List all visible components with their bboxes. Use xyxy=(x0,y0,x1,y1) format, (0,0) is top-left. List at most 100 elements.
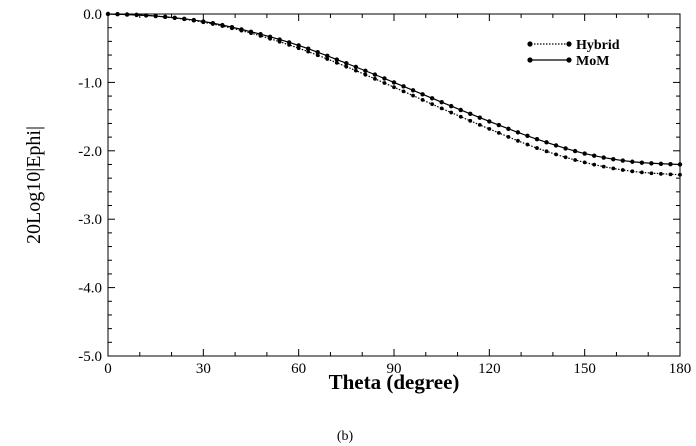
data-point xyxy=(429,96,435,101)
x-tick-label: 30 xyxy=(196,361,211,377)
data-point xyxy=(124,12,130,17)
data-point xyxy=(506,135,511,139)
data-point xyxy=(678,172,682,177)
data-point xyxy=(649,161,654,166)
axis-ticks xyxy=(107,13,681,357)
data-point xyxy=(592,153,597,158)
data-point xyxy=(659,171,663,176)
data-point xyxy=(563,155,568,160)
data-point xyxy=(306,46,311,51)
series-layer xyxy=(105,11,683,177)
x-tick-label: 180 xyxy=(669,361,692,377)
data-point xyxy=(668,161,673,167)
y-tick-label: -5.0 xyxy=(78,349,102,365)
data-point xyxy=(677,162,683,167)
data-point xyxy=(468,118,473,123)
y-tick-label: 0.0 xyxy=(83,7,102,23)
data-point xyxy=(534,136,540,142)
data-point xyxy=(563,146,568,151)
data-point xyxy=(286,40,292,45)
data-point xyxy=(573,158,578,162)
data-point xyxy=(172,15,177,20)
data-point xyxy=(525,142,530,147)
data-point xyxy=(401,84,406,89)
legend-marker xyxy=(566,57,572,63)
data-point xyxy=(582,151,587,156)
data-point xyxy=(334,60,339,65)
data-point xyxy=(182,16,187,22)
data-point xyxy=(382,76,387,81)
data-point xyxy=(382,81,387,85)
legend-marker xyxy=(566,41,572,47)
y-tick-label: -1.0 xyxy=(78,75,102,91)
data-point xyxy=(544,140,549,145)
data-point xyxy=(315,50,320,55)
data-point xyxy=(582,160,587,165)
data-point xyxy=(439,100,444,105)
data-point xyxy=(353,64,359,70)
y-tick-label: -4.0 xyxy=(78,281,102,297)
data-point xyxy=(220,22,225,28)
data-point xyxy=(668,172,673,177)
data-point xyxy=(325,53,330,59)
data-point xyxy=(449,103,454,109)
x-tick-label: 0 xyxy=(104,361,112,377)
series-hybrid xyxy=(106,12,682,177)
data-point xyxy=(611,166,616,171)
data-point xyxy=(553,143,559,148)
data-point xyxy=(325,57,330,61)
x-tick-label: 90 xyxy=(387,361,402,377)
data-point xyxy=(411,93,415,98)
data-point xyxy=(515,130,521,135)
data-point xyxy=(554,152,558,157)
legend-label: MoM xyxy=(576,54,609,69)
data-point xyxy=(392,85,396,90)
data-point xyxy=(258,32,263,37)
data-point xyxy=(535,146,539,150)
data-point xyxy=(658,161,664,167)
data-point xyxy=(601,164,606,169)
data-point xyxy=(363,72,368,77)
data-point xyxy=(630,169,635,174)
figure-caption: (b) xyxy=(337,429,354,444)
data-point xyxy=(239,27,244,32)
data-point xyxy=(210,21,216,26)
data-point xyxy=(201,19,206,24)
data-point xyxy=(506,126,511,131)
data-point xyxy=(449,110,454,115)
data-point xyxy=(344,64,349,69)
legend-marker xyxy=(527,57,533,63)
data-point xyxy=(334,57,339,62)
y-axis-title: 20Log10|Ephi| xyxy=(23,126,45,244)
data-point xyxy=(639,160,645,165)
data-point xyxy=(620,158,625,163)
data-point xyxy=(572,148,578,154)
data-point xyxy=(458,114,463,119)
data-point xyxy=(373,76,377,81)
y-tick-label: -3.0 xyxy=(78,212,102,228)
data-point xyxy=(601,155,606,160)
data-point xyxy=(372,72,378,77)
data-point xyxy=(458,107,463,113)
data-point xyxy=(525,133,530,139)
data-point xyxy=(420,98,425,102)
data-point xyxy=(487,119,492,124)
data-point xyxy=(477,115,482,120)
y-tick-labels: 0.0 -1.0 -2.0 -3.0 -4.0 -5.0 xyxy=(78,7,102,365)
y-tick-label: -2.0 xyxy=(78,144,102,160)
data-point xyxy=(439,106,444,111)
data-point xyxy=(115,12,120,17)
data-point xyxy=(277,37,282,42)
data-point xyxy=(134,12,139,18)
data-point xyxy=(163,14,168,20)
data-point xyxy=(315,53,320,58)
data-point xyxy=(391,80,397,85)
data-point xyxy=(487,127,492,131)
data-point xyxy=(248,29,254,34)
data-point xyxy=(544,149,549,154)
series-line xyxy=(107,13,681,166)
data-point xyxy=(296,43,301,48)
data-point xyxy=(516,138,520,143)
